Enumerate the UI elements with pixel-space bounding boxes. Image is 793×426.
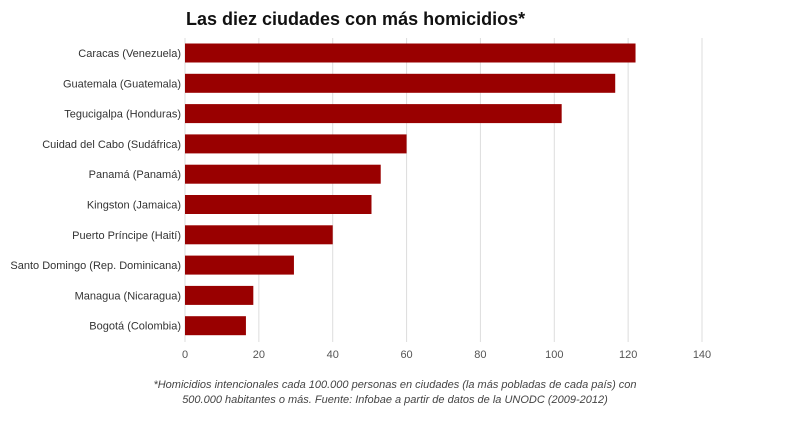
category-label: Panamá (Panamá) bbox=[89, 169, 181, 181]
bar bbox=[185, 195, 372, 214]
bar bbox=[185, 73, 616, 93]
category-label: Santo Domingo (Rep. Dominicana) bbox=[10, 260, 181, 272]
x-tick-label: 0 bbox=[182, 349, 188, 361]
grid-lines bbox=[184, 38, 703, 342]
category-label: Bogotá (Colombia) bbox=[89, 321, 181, 333]
x-tick-label: 120 bbox=[619, 349, 637, 361]
category-label: Guatemala (Guatemala) bbox=[63, 78, 181, 90]
x-tick-label: 60 bbox=[400, 349, 412, 361]
category-label: Cuidad del Cabo (Sudáfrica) bbox=[42, 139, 181, 151]
bar bbox=[185, 134, 407, 154]
x-axis-ticks: 0 20 40 60 80 100 120 140 bbox=[182, 349, 711, 361]
category-label: Managua (Nicaragua) bbox=[75, 290, 181, 302]
category-label: Puerto Príncipe (Haití) bbox=[72, 230, 181, 242]
x-tick-label: 80 bbox=[474, 349, 486, 361]
x-tick-label: 40 bbox=[327, 349, 339, 361]
category-label: Tegucigalpa (Honduras) bbox=[64, 109, 181, 121]
footnote: *Homicidios intencionales cada 100.000 p… bbox=[153, 379, 637, 406]
x-tick-label: 100 bbox=[545, 349, 563, 361]
bar bbox=[185, 285, 254, 305]
bar bbox=[185, 104, 562, 124]
category-labels: Caracas (Venezuela) Guatemala (Guatemala)… bbox=[10, 48, 181, 333]
x-tick-label: 20 bbox=[253, 349, 265, 361]
bar bbox=[185, 43, 636, 63]
bar bbox=[185, 225, 333, 245]
bars bbox=[185, 43, 636, 336]
category-label: Kingston (Jamaica) bbox=[87, 200, 181, 212]
x-tick-label: 140 bbox=[693, 349, 711, 361]
bar bbox=[185, 316, 246, 336]
bar bbox=[185, 255, 294, 275]
category-label: Caracas (Venezuela) bbox=[78, 48, 181, 60]
bar bbox=[185, 164, 381, 184]
chart-title: Las diez ciudades con más homicidios* bbox=[186, 9, 526, 29]
